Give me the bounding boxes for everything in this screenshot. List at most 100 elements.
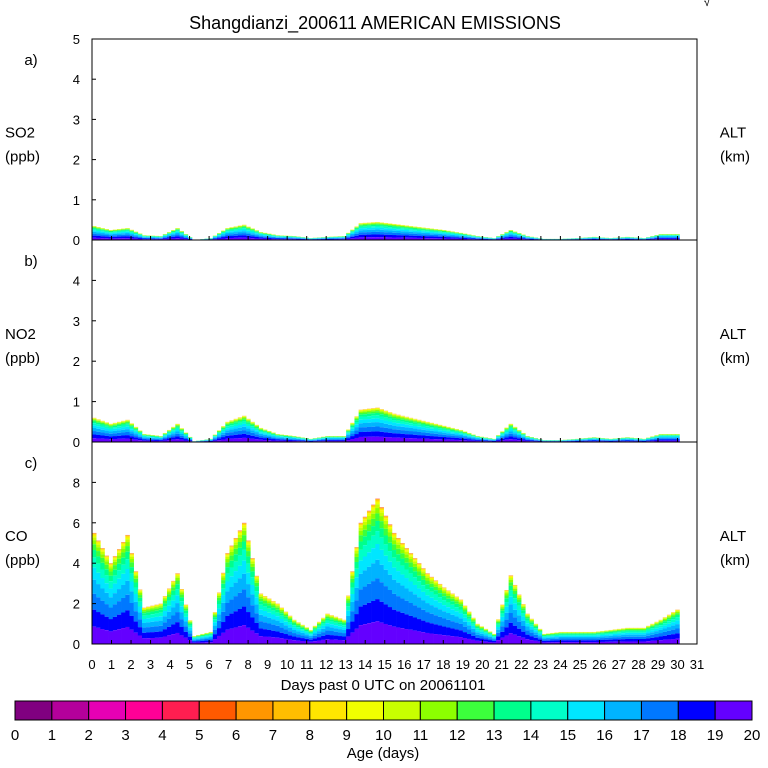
age-bar-co xyxy=(146,632,151,639)
age-bar-co xyxy=(212,613,218,615)
age-bar-no2 xyxy=(137,438,143,441)
age-bar-co xyxy=(375,559,380,579)
age-bar-so2 xyxy=(462,235,468,236)
age-bar-no2 xyxy=(512,437,518,440)
age-bar-co xyxy=(383,517,389,519)
age-bar-no2 xyxy=(533,439,539,441)
age-bar-co xyxy=(321,632,326,636)
age-bar-no2 xyxy=(121,422,126,423)
age-bar-so2 xyxy=(671,236,676,238)
age-bar-co xyxy=(346,615,351,623)
age-bar-so2 xyxy=(466,237,472,239)
age-bar-co xyxy=(350,601,355,612)
age-bar-co xyxy=(512,588,518,591)
age-bar-no2 xyxy=(121,422,126,425)
age-bar-no2 xyxy=(125,438,130,442)
age-bar-co xyxy=(279,632,284,639)
age-bar-co xyxy=(108,566,114,569)
age-bar-co xyxy=(196,639,201,642)
age-bar-so2 xyxy=(425,238,430,240)
age-bar-co xyxy=(229,599,234,614)
age-bar-co xyxy=(333,635,339,640)
age-bar-so2 xyxy=(233,233,239,236)
age-bar-so2 xyxy=(354,228,359,230)
age-bar-so2 xyxy=(521,236,526,238)
age-bar-co xyxy=(287,627,293,632)
age-bar-co xyxy=(225,567,230,574)
age-bar-so2 xyxy=(225,229,230,230)
age-bar-no2 xyxy=(366,410,372,411)
age-bar-so2 xyxy=(233,228,239,230)
age-bar-co xyxy=(283,613,289,615)
age-bar-so2 xyxy=(237,227,243,229)
age-bar-co xyxy=(454,598,459,600)
age-bar-no2 xyxy=(441,428,447,430)
age-bar-no2 xyxy=(487,439,493,441)
age-bar-so2 xyxy=(350,235,355,237)
age-bar-co xyxy=(487,640,493,643)
age-bar-so2 xyxy=(425,233,430,235)
age-bar-co xyxy=(258,636,264,644)
age-bar-so2 xyxy=(141,237,147,238)
age-bar-no2 xyxy=(666,436,672,438)
age-bar-no2 xyxy=(371,436,376,442)
age-bar-no2 xyxy=(354,424,359,428)
age-bar-no2 xyxy=(629,440,634,442)
age-bar-so2 xyxy=(512,234,518,236)
age-bar-co xyxy=(508,576,514,579)
age-bar-no2 xyxy=(250,424,255,427)
age-bar-co xyxy=(212,622,218,626)
age-bar-so2 xyxy=(216,236,222,238)
age-bar-co xyxy=(337,626,343,630)
age-bar-so2 xyxy=(221,233,226,235)
age-bar-no2 xyxy=(275,440,280,442)
age-bar-co xyxy=(366,511,372,513)
age-bar-no2 xyxy=(266,434,272,436)
age-bar-co xyxy=(450,601,455,605)
age-bar-co xyxy=(154,605,159,607)
age-bar-co xyxy=(166,618,172,627)
age-bar-so2 xyxy=(250,234,255,237)
age-bar-no2 xyxy=(412,438,418,442)
age-bar-no2 xyxy=(387,424,393,429)
age-bar-so2 xyxy=(350,233,355,236)
age-bar-no2 xyxy=(212,436,218,437)
age-bar-co xyxy=(379,528,384,538)
age-bar-no2 xyxy=(108,425,114,426)
age-bar-so2 xyxy=(241,231,247,234)
age-bar-co xyxy=(96,584,101,598)
age-bar-co xyxy=(141,638,147,644)
age-bar-so2 xyxy=(121,232,126,234)
age-bar-so2 xyxy=(125,233,130,235)
age-bar-no2 xyxy=(92,438,97,442)
age-bar-co xyxy=(112,559,118,562)
age-bar-no2 xyxy=(117,438,122,442)
age-bar-co xyxy=(454,599,459,602)
age-bar-co xyxy=(508,596,514,605)
age-bar-no2 xyxy=(271,433,276,435)
age-bar-so2 xyxy=(258,235,264,237)
age-bar-so2 xyxy=(129,238,134,240)
age-bar-so2 xyxy=(412,227,418,228)
age-bar-no2 xyxy=(508,439,514,442)
age-bar-co xyxy=(387,532,393,537)
age-bar-so2 xyxy=(108,235,114,237)
age-bar-co xyxy=(337,636,343,640)
age-bar-no2 xyxy=(350,428,355,431)
age-bar-co xyxy=(462,611,468,615)
age-bar-co xyxy=(179,590,184,592)
age-bar-no2 xyxy=(516,434,522,437)
age-bar-co xyxy=(125,594,130,611)
age-bar-co xyxy=(200,636,205,638)
age-bar-no2 xyxy=(141,440,147,442)
age-bar-so2 xyxy=(162,236,168,238)
age-bar-so2 xyxy=(508,231,514,233)
age-bar-so2 xyxy=(362,225,368,227)
age-bar-co xyxy=(500,637,505,644)
age-bar-so2 xyxy=(433,232,439,234)
age-bar-no2 xyxy=(404,422,409,425)
age-bar-co xyxy=(462,621,468,627)
age-bar-so2 xyxy=(383,230,389,233)
age-bar-co xyxy=(137,593,143,596)
age-bar-co xyxy=(179,606,184,613)
